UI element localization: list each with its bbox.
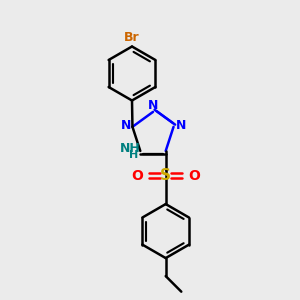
Text: O: O [132,169,143,183]
Text: N: N [148,99,158,112]
Text: N: N [176,119,186,132]
Text: N: N [121,119,131,132]
Text: O: O [188,169,200,183]
Text: Br: Br [124,31,140,44]
Text: NH: NH [119,142,140,155]
Text: S: S [160,168,171,183]
Text: H: H [129,151,138,160]
